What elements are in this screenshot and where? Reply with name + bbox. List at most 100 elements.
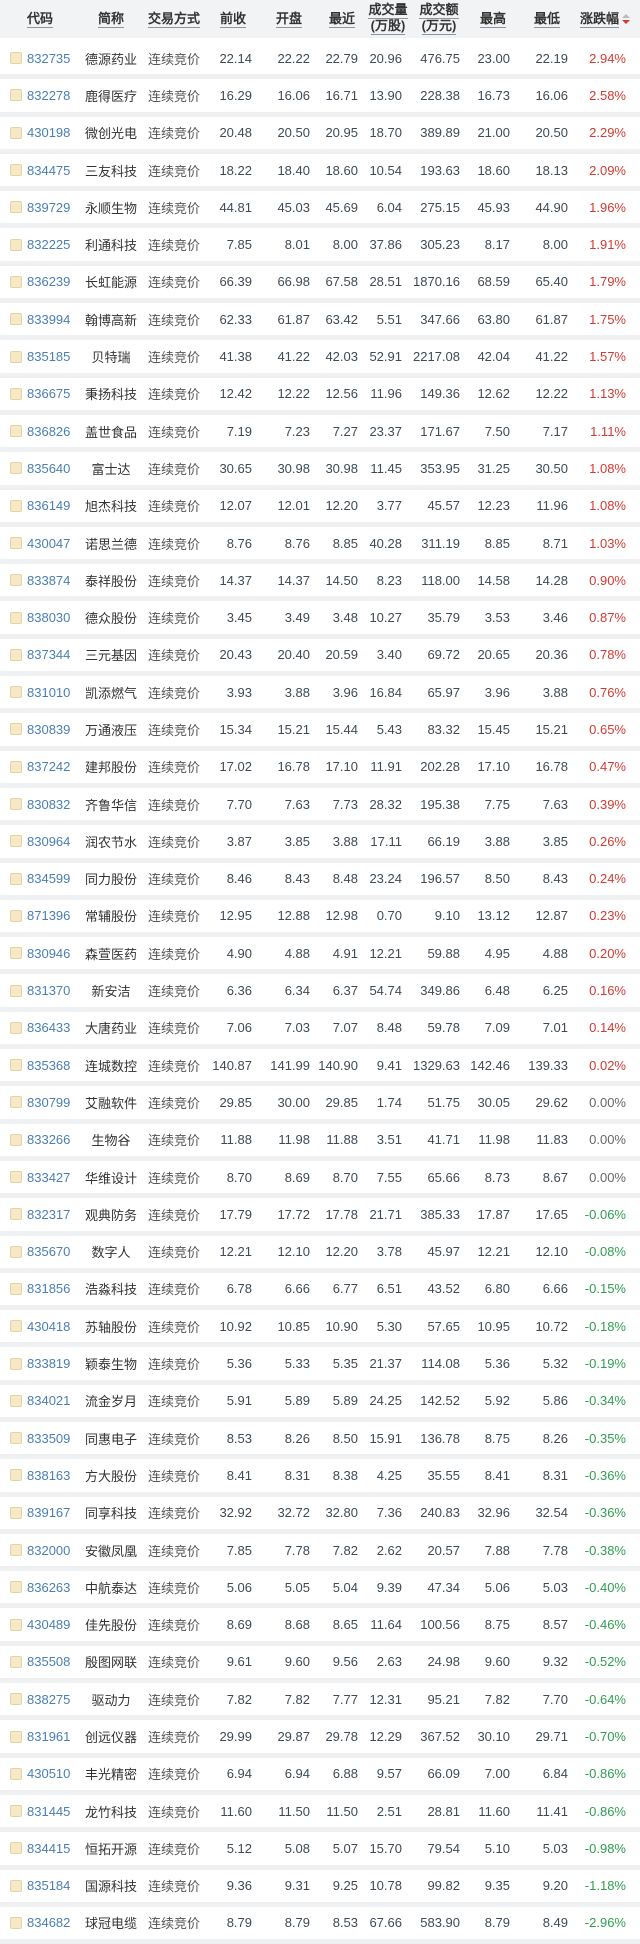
stock-code-link[interactable]: 830839 — [27, 721, 71, 737]
stock-code-link[interactable]: 834021 — [27, 1393, 71, 1409]
stock-code-link[interactable]: 430510 — [27, 1766, 71, 1782]
table-row[interactable]: 833509 同惠电子 连续竞价 8.53 8.26 8.50 15.91 13… — [0, 1421, 640, 1460]
column-header-high[interactable]: 最高 — [479, 10, 506, 28]
table-row[interactable]: 430418 苏轴股份 连续竞价 10.92 10.85 10.90 5.30 … — [0, 1310, 640, 1348]
stock-code-link[interactable]: 838030 — [27, 610, 71, 626]
table-row[interactable]: 833874 泰祥股份 连续竞价 14.37 14.37 14.50 8.23 … — [0, 564, 640, 602]
table-row[interactable]: 430047 诺思兰德 连续竞价 8.76 8.76 8.85 40.28 31… — [0, 526, 640, 565]
table-row[interactable]: 830964 润农节水 连续竞价 3.87 3.85 3.88 17.11 66… — [0, 825, 640, 863]
table-row[interactable]: 834599 同力股份 连续竞价 8.46 8.43 8.48 23.24 19… — [0, 862, 640, 900]
table-row[interactable]: 830832 齐鲁华信 连续竞价 7.70 7.63 7.73 28.32 19… — [0, 787, 640, 826]
stock-code-link[interactable]: 833819 — [27, 1356, 71, 1372]
stock-code-link[interactable]: 831445 — [27, 1803, 71, 1819]
stock-code-link[interactable]: 833427 — [27, 1169, 71, 1185]
table-row[interactable]: 835184 国源科技 连续竞价 9.36 9.31 9.25 10.78 99… — [0, 1869, 640, 1907]
column-header-low[interactable]: 最低 — [533, 10, 560, 28]
table-row[interactable]: 430510 丰光精密 连续竞价 6.94 6.94 6.88 9.57 66.… — [0, 1757, 640, 1795]
stock-code-link[interactable]: 831856 — [27, 1281, 71, 1297]
stock-code-link[interactable]: 835508 — [27, 1654, 71, 1670]
stock-code-link[interactable]: 831010 — [27, 684, 71, 700]
table-row[interactable]: 836239 长虹能源 连续竞价 66.39 66.98 67.58 28.51… — [0, 265, 640, 304]
table-row[interactable]: 832735 德源药业 连续竞价 22.14 22.22 22.79 20.96… — [0, 42, 640, 80]
stock-code-link[interactable]: 836675 — [27, 386, 71, 402]
table-row[interactable]: 832317 观典防务 连续竞价 17.79 17.72 17.78 21.71… — [0, 1198, 640, 1236]
stock-code-link[interactable]: 837242 — [27, 759, 71, 775]
column-header-name[interactable]: 简称 — [97, 10, 124, 28]
table-row[interactable]: 831856 浩淼科技 连续竞价 6.78 6.66 6.77 6.51 43.… — [0, 1272, 640, 1311]
column-header-method[interactable]: 交易方式 — [147, 10, 200, 28]
stock-code-link[interactable]: 833994 — [27, 311, 71, 327]
table-row[interactable]: 834021 流金岁月 连续竞价 5.91 5.89 5.89 24.25 14… — [0, 1384, 640, 1422]
stock-code-link[interactable]: 430418 — [27, 1318, 71, 1334]
stock-code-link[interactable]: 833874 — [27, 572, 71, 588]
stock-code-link[interactable]: 837344 — [27, 647, 71, 663]
table-row[interactable]: 834682 球冠电缆 连续竞价 8.79 8.79 8.53 67.66 58… — [0, 1906, 640, 1944]
stock-code-link[interactable]: 430489 — [27, 1617, 71, 1633]
table-row[interactable]: 830799 艾融软件 连续竞价 29.85 30.00 29.85 1.74 … — [0, 1086, 640, 1124]
column-header-change-sort[interactable]: 涨跌幅 — [576, 11, 640, 28]
column-header-volume[interactable]: 成交量 (万股) — [368, 2, 408, 35]
stock-code-link[interactable]: 834415 — [27, 1840, 71, 1856]
table-row[interactable]: 831370 新安洁 连续竞价 6.36 6.34 6.37 54.74 349… — [0, 974, 640, 1012]
table-row[interactable]: 836826 盖世食品 连续竞价 7.19 7.23 7.27 23.37 17… — [0, 414, 640, 453]
table-row[interactable]: 832278 鹿得医疗 连续竞价 16.29 16.06 16.71 13.90… — [0, 79, 640, 117]
table-row[interactable]: 838275 驱动力 连续竞价 7.82 7.82 7.77 12.31 95.… — [0, 1683, 640, 1721]
stock-code-link[interactable]: 838275 — [27, 1691, 71, 1707]
table-row[interactable]: 835670 数字人 连续竞价 12.21 12.10 12.20 3.78 4… — [0, 1235, 640, 1273]
stock-code-link[interactable]: 834682 — [27, 1915, 71, 1931]
column-header-open[interactable]: 开盘 — [275, 10, 302, 28]
stock-code-link[interactable]: 830964 — [27, 833, 71, 849]
table-row[interactable]: 834475 三友科技 连续竞价 18.22 18.40 18.60 10.54… — [0, 153, 640, 192]
stock-code-link[interactable]: 831961 — [27, 1729, 71, 1744]
stock-code-link[interactable]: 832735 — [27, 50, 71, 66]
table-row[interactable]: 831445 龙竹科技 连续竞价 11.60 11.50 11.50 2.51 … — [0, 1794, 640, 1833]
table-row[interactable]: 838163 方大股份 连续竞价 8.41 8.31 8.38 4.25 35.… — [0, 1459, 640, 1497]
stock-code-link[interactable]: 834599 — [27, 871, 71, 887]
table-row[interactable]: 871396 常辅股份 连续竞价 12.95 12.88 12.98 0.70 … — [0, 899, 640, 938]
table-row[interactable]: 838030 德众股份 连续竞价 3.45 3.49 3.48 10.27 35… — [0, 601, 640, 639]
stock-code-link[interactable]: 833266 — [27, 1132, 71, 1148]
table-row[interactable]: 836433 大唐药业 连续竞价 7.06 7.03 7.07 8.48 59.… — [0, 1011, 640, 1050]
table-row[interactable]: 836263 中航泰达 连续竞价 5.06 5.05 5.04 9.39 47.… — [0, 1571, 640, 1609]
table-row[interactable]: 830839 万通液压 连续竞价 15.34 15.21 15.44 5.43 … — [0, 713, 640, 751]
stock-code-link[interactable]: 836263 — [27, 1579, 71, 1595]
table-row[interactable]: 837242 建邦股份 连续竞价 17.02 16.78 17.10 11.91… — [0, 750, 640, 788]
table-row[interactable]: 830946 森萱医药 连续竞价 4.90 4.88 4.91 12.21 59… — [0, 937, 640, 975]
table-row[interactable]: 837344 三元基因 连续竞价 20.43 20.40 20.59 3.40 … — [0, 638, 640, 677]
stock-code-link[interactable]: 836239 — [27, 274, 71, 290]
table-row[interactable]: 839167 同享科技 连续竞价 32.92 32.72 32.80 7.36 … — [0, 1496, 640, 1534]
stock-code-link[interactable]: 832317 — [27, 1206, 71, 1222]
table-row[interactable]: 835185 贝特瑞 连续竞价 41.38 41.22 42.03 52.91 … — [0, 340, 640, 378]
stock-code-link[interactable]: 835185 — [27, 349, 71, 365]
column-header-last[interactable]: 最近 — [328, 10, 355, 28]
stock-code-link[interactable]: 839167 — [27, 1505, 71, 1521]
column-header-code[interactable]: 代码 — [26, 10, 53, 28]
stock-code-link[interactable]: 832278 — [27, 87, 71, 103]
stock-code-link[interactable]: 835640 — [27, 460, 71, 476]
table-row[interactable]: 839729 永顺生物 连续竞价 44.81 45.03 45.69 6.04 … — [0, 191, 640, 229]
stock-code-link[interactable]: 835368 — [27, 1057, 71, 1073]
table-row[interactable]: 833266 生物谷 连续竞价 11.88 11.98 11.88 3.51 4… — [0, 1123, 640, 1161]
table-row[interactable]: 834415 恒拓开源 连续竞价 5.12 5.08 5.07 15.70 79… — [0, 1832, 640, 1870]
stock-code-link[interactable]: 835670 — [27, 1244, 71, 1260]
stock-code-link[interactable]: 835184 — [27, 1878, 71, 1894]
table-row[interactable]: 430198 微创光电 连续竞价 20.48 20.50 20.95 18.70… — [0, 116, 640, 154]
column-header-turnover[interactable]: 成交额 (万元) — [419, 2, 459, 35]
column-header-prev-close[interactable]: 前收 — [219, 10, 246, 28]
stock-code-link[interactable]: 831370 — [27, 983, 71, 999]
stock-code-link[interactable]: 834475 — [27, 162, 71, 178]
stock-code-link[interactable]: 838163 — [27, 1467, 71, 1483]
stock-code-link[interactable]: 830832 — [27, 796, 71, 812]
table-row[interactable]: 430489 佳先股份 连续竞价 8.69 8.68 8.65 11.64 10… — [0, 1608, 640, 1646]
stock-code-link[interactable]: 833509 — [27, 1430, 71, 1446]
stock-code-link[interactable]: 836826 — [27, 423, 71, 439]
table-row[interactable]: 833427 华维设计 连续竞价 8.70 8.69 8.70 7.55 65.… — [0, 1160, 640, 1199]
stock-code-link[interactable]: 832225 — [27, 237, 71, 253]
table-row[interactable]: 836675 秉扬科技 连续竞价 12.42 12.22 12.56 11.96… — [0, 377, 640, 415]
stock-code-link[interactable]: 871396 — [27, 908, 71, 924]
table-row[interactable]: 833994 翰博高新 连续竞价 62.33 61.87 63.42 5.51 … — [0, 303, 640, 341]
table-row[interactable]: 832000 安徽凤凰 连续竞价 7.85 7.78 7.82 2.62 20.… — [0, 1533, 640, 1572]
stock-code-link[interactable]: 836149 — [27, 498, 71, 514]
table-row[interactable]: 831010 凯添燃气 连续竞价 3.93 3.88 3.96 16.84 65… — [0, 676, 640, 714]
table-row[interactable]: 832225 利通科技 连续竞价 7.85 8.01 8.00 37.86 30… — [0, 228, 640, 266]
